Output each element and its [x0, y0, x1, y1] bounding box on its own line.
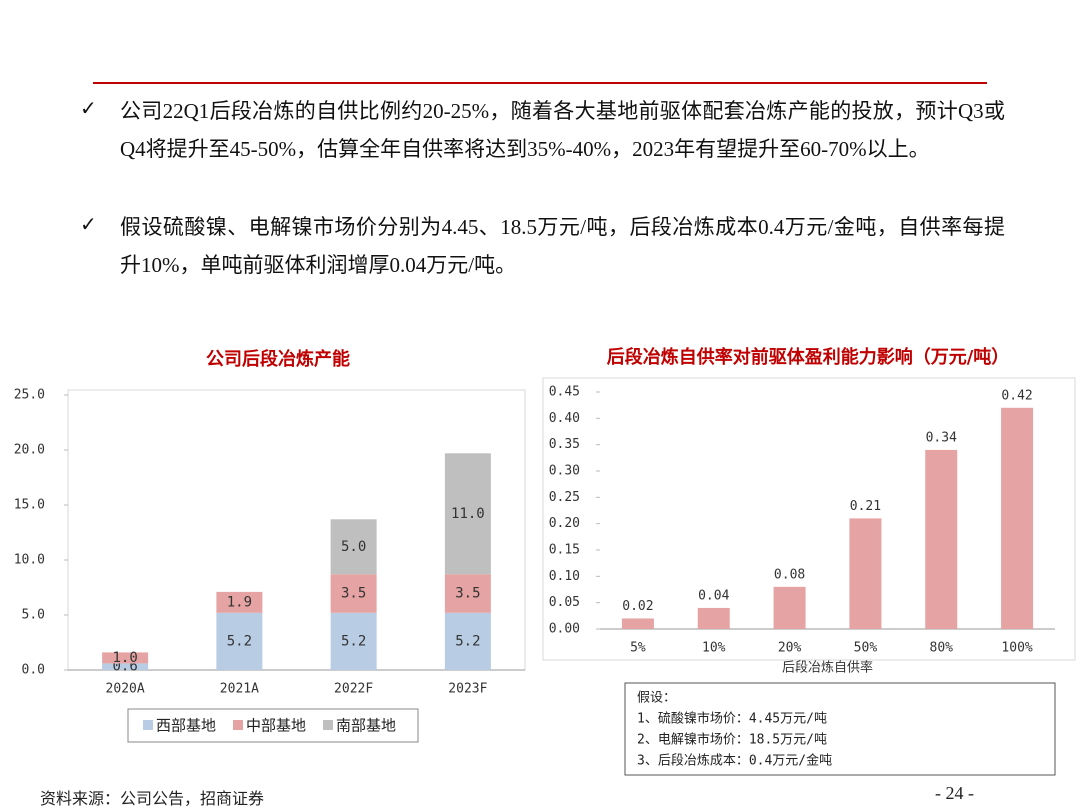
y-tick-label: 15.0	[14, 498, 45, 513]
check-icon: ✓	[80, 214, 97, 236]
value-label: 11.0	[451, 506, 485, 522]
bar	[849, 518, 882, 629]
y-tick-label: 0.30	[549, 464, 580, 479]
y-tick-label: 0.15	[549, 543, 580, 558]
note-box	[624, 682, 1056, 776]
legend-label: 南部基地	[336, 717, 396, 735]
bar	[925, 449, 958, 629]
bar	[1001, 407, 1034, 629]
x-tick-label: 2023F	[448, 682, 487, 697]
x-tick-label: 80%	[930, 641, 954, 656]
x-tick-label: 2021A	[220, 682, 259, 697]
value-label: 5.2	[227, 633, 252, 649]
value-label: 5.2	[341, 633, 366, 649]
value-label: 0.08	[774, 567, 805, 582]
x-tick-label: 2022F	[334, 682, 373, 697]
bar-segment	[216, 591, 263, 613]
legend-swatch	[323, 720, 333, 730]
bullet: 假设硫酸镍、电解镍市场价分别为4.45、18.5万元/吨，后段冶炼成本0.4万元…	[120, 215, 1005, 277]
legend-swatch	[233, 720, 243, 730]
page-number: - 24 -	[935, 783, 974, 803]
x-tick-label: 5%	[630, 641, 646, 656]
note-line: 3、后段冶炼成本：0.4万元/金吨	[637, 753, 832, 769]
bar-segment	[444, 612, 491, 670]
bar-segment	[330, 612, 377, 670]
value-label: 3.5	[455, 586, 480, 602]
value-label: 1.9	[227, 594, 252, 610]
bar	[697, 607, 730, 629]
value-label: 0.04	[698, 588, 729, 603]
chart-frame	[542, 377, 1076, 661]
y-tick-label: 0.35	[549, 437, 580, 452]
note-title: 假设：	[637, 691, 676, 706]
y-tick-label: 0.0	[22, 663, 45, 678]
bar-segment	[444, 574, 491, 613]
bar	[621, 618, 654, 629]
x-axis-label: 后段冶炼自供率	[782, 660, 873, 676]
y-tick-label: 0.25	[549, 490, 580, 505]
legend-label: 西部基地	[156, 717, 216, 735]
y-tick-label: 20.0	[14, 443, 45, 458]
check-icon: ✓	[80, 98, 97, 120]
header-rule	[93, 82, 987, 84]
x-tick-label: 2020A	[106, 682, 145, 697]
x-tick-label: 50%	[854, 641, 878, 656]
y-tick-label: 0.00	[549, 622, 580, 637]
legend-box	[127, 708, 419, 743]
legend-label: 中部基地	[246, 717, 306, 735]
bar-segment	[330, 519, 377, 575]
bar-segment	[102, 663, 149, 670]
value-label: 5.2	[455, 633, 480, 649]
y-tick-label: 0.40	[549, 411, 580, 426]
chart-title: 公司后段冶炼产能	[206, 348, 350, 370]
y-tick-label: 0.20	[549, 516, 580, 531]
note-line: 2、电解镍市场价：18.5万元/吨	[637, 732, 827, 748]
note-line: 1、硫酸镍市场价：4.45万元/吨	[637, 711, 827, 727]
legend-swatch	[143, 720, 153, 730]
y-tick-label: 25.0	[14, 388, 45, 403]
bar-segment	[444, 453, 491, 575]
bar-segment	[216, 612, 263, 670]
y-tick-label: 0.45	[549, 385, 580, 400]
bar-segment	[330, 574, 377, 613]
value-label: 1.0	[112, 650, 137, 666]
x-tick-label: 10%	[702, 641, 726, 656]
source: 资料来源：公司公告，招商证券	[40, 791, 265, 808]
bullet: 公司22Q1后段冶炼的自供比例约20-25%，随着各大基地前驱体配套冶炼产能的投…	[120, 99, 1005, 161]
value-label: 0.34	[926, 430, 957, 445]
value-label: 0.21	[850, 499, 881, 514]
y-tick-label: 5.0	[22, 608, 45, 623]
x-tick-label: 100%	[1001, 641, 1032, 656]
value-label: 3.5	[341, 586, 366, 602]
x-tick-label: 20%	[778, 641, 802, 656]
y-tick-label: 0.05	[549, 595, 580, 610]
value-label: 5.0	[341, 539, 366, 555]
y-tick-label: 10.0	[14, 553, 45, 568]
bar-segment	[102, 652, 149, 664]
value-label: 0.02	[622, 599, 653, 614]
y-tick-label: 0.10	[549, 569, 580, 584]
bar	[773, 586, 806, 629]
value-label: 0.42	[1001, 388, 1032, 403]
chart-title: 后段冶炼自供率对前驱体盈利能力影响（万元/吨）	[607, 346, 1010, 368]
